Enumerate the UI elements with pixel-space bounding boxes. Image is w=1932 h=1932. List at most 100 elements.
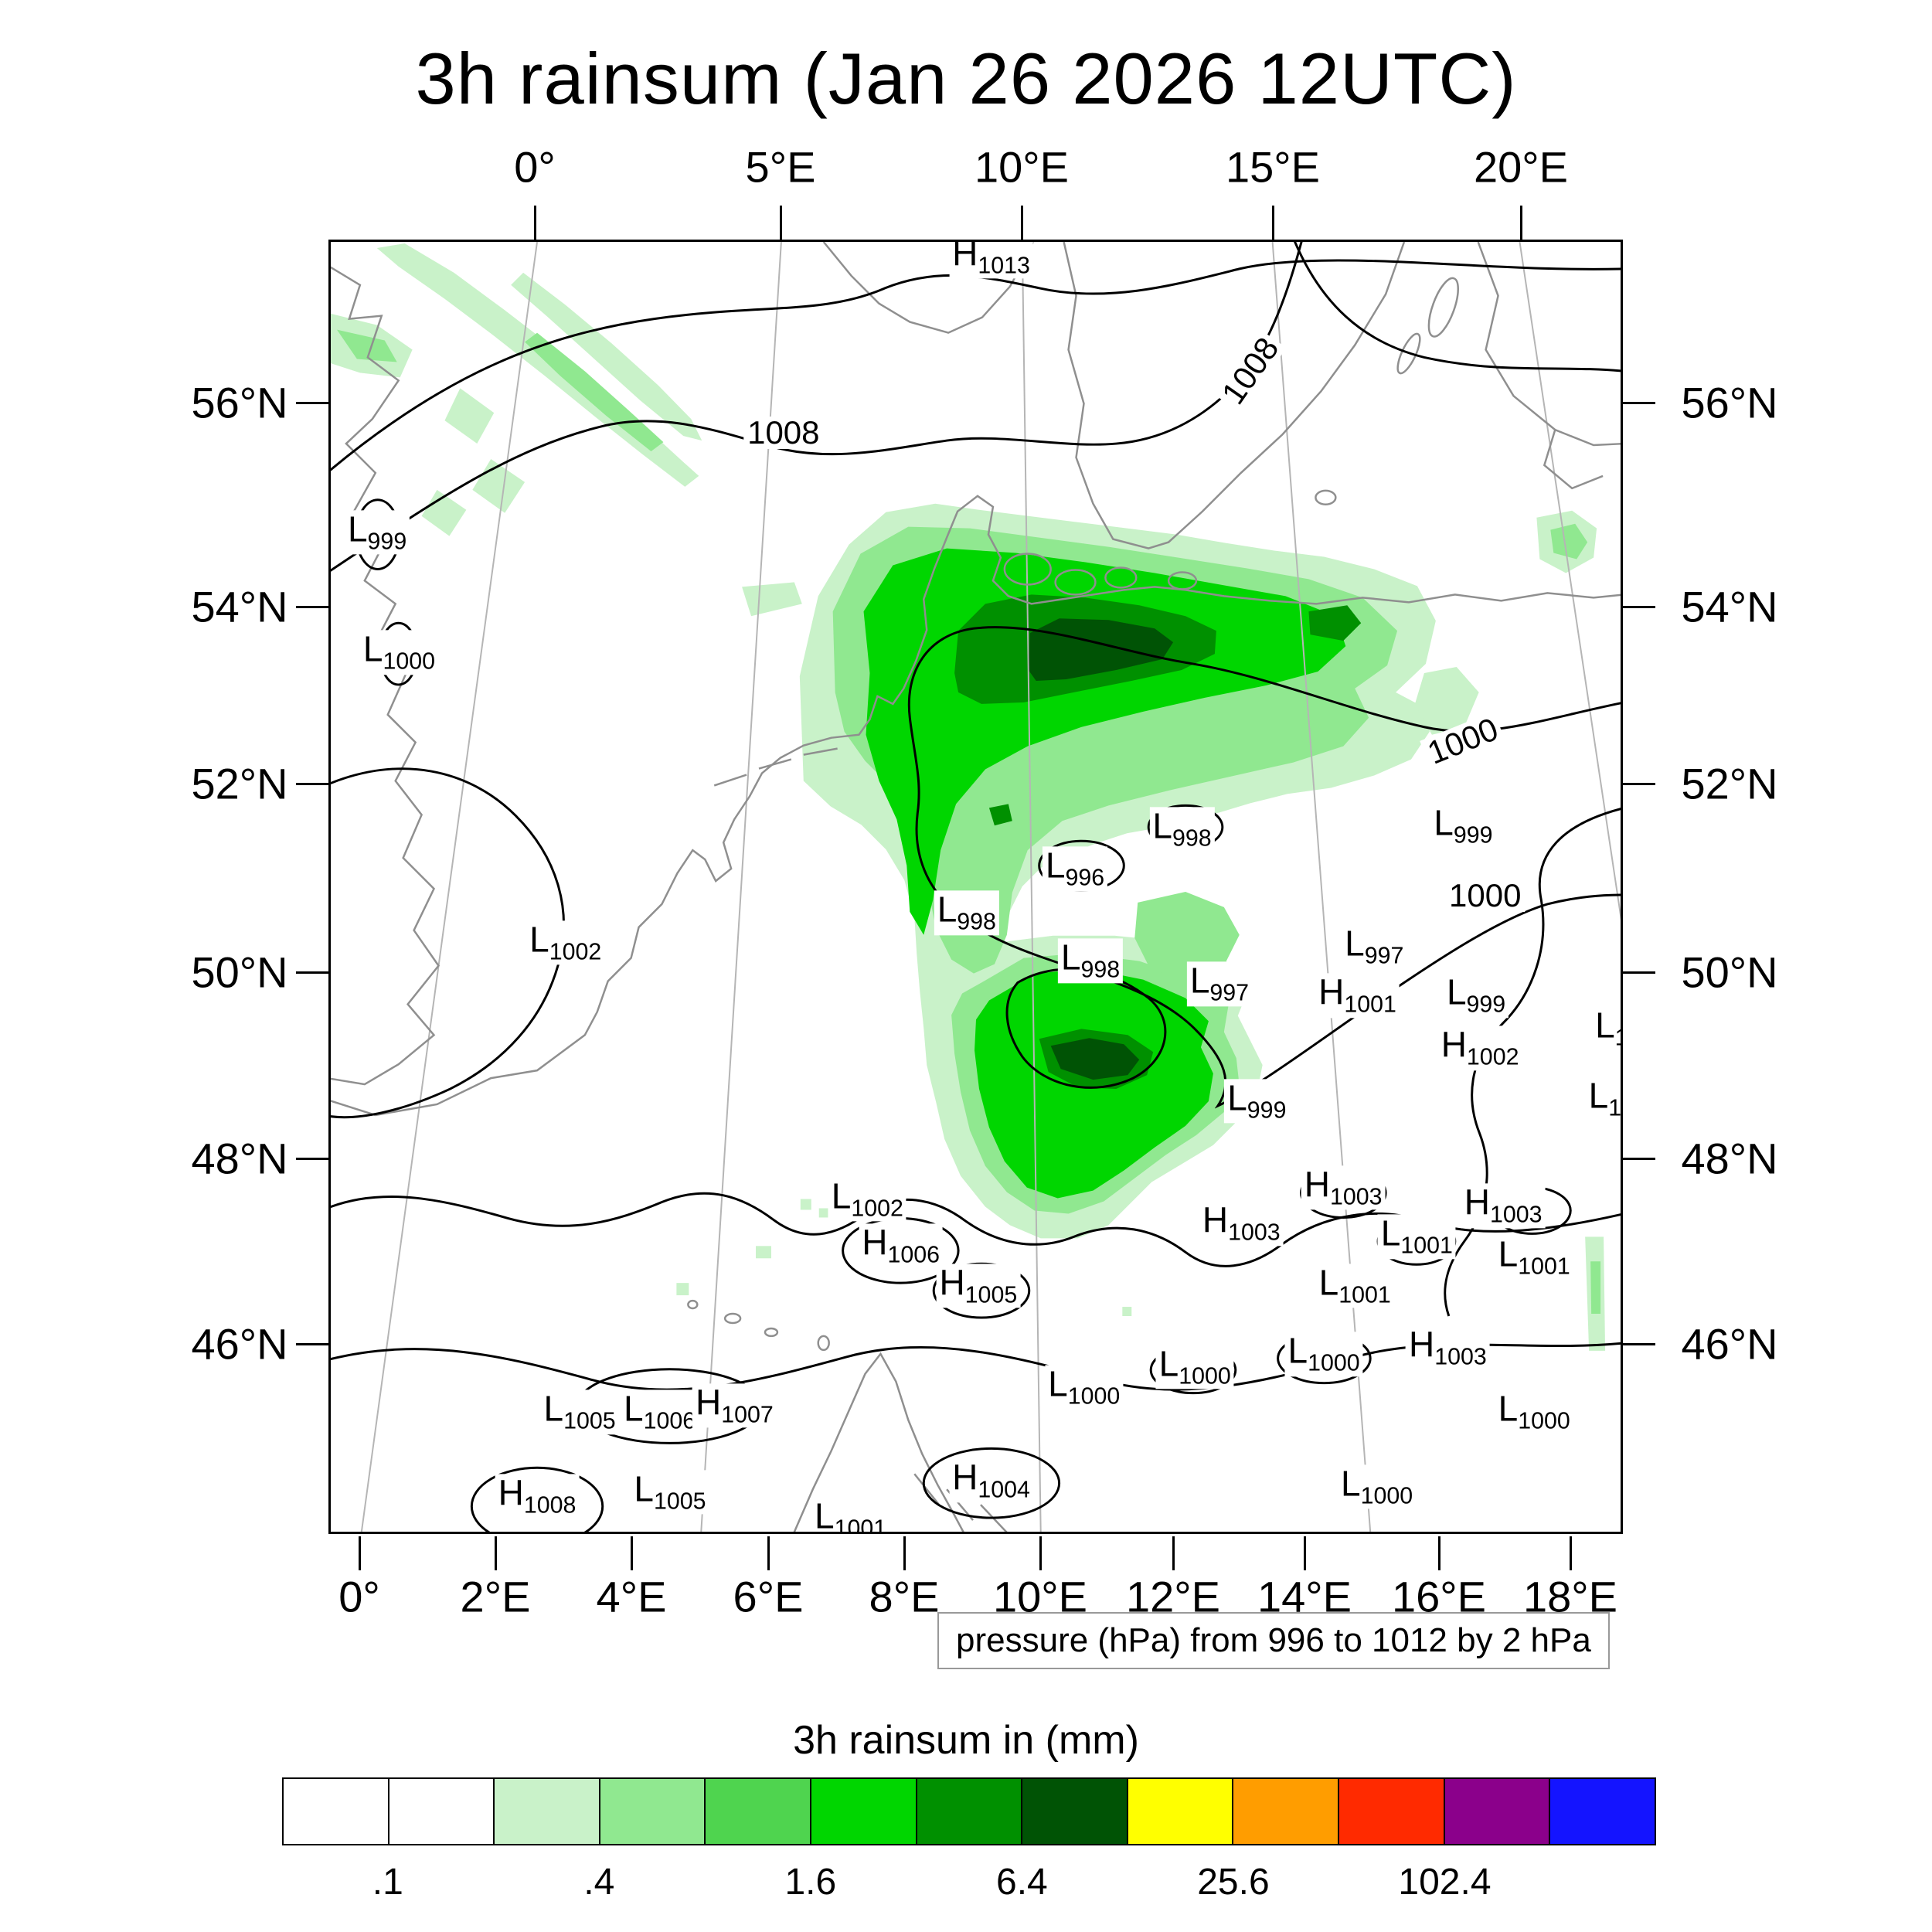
axis-label-left: 46°N <box>191 1319 288 1369</box>
colorbar-segment <box>915 1779 1022 1844</box>
pressure-center-label: L10 <box>1585 1076 1621 1121</box>
axis-label-bottom: 4°E <box>596 1572 667 1621</box>
axis-label-right: 56°N <box>1681 378 1778 427</box>
axis-label-bottom: 8°E <box>869 1572 940 1621</box>
pressure-center-label: H1013 <box>949 242 1033 279</box>
axis-tick-right <box>1623 1343 1655 1345</box>
rain-darkest-north <box>1028 618 1174 681</box>
axis-tick-right <box>1623 402 1655 404</box>
lake-alpine-2 <box>687 1299 699 1310</box>
axis-label-right: 50°N <box>1681 947 1778 997</box>
pressure-center-label: L1002 <box>526 920 605 965</box>
axis-label-right: 52°N <box>1681 759 1778 808</box>
graticule <box>360 242 1621 1532</box>
axis-label-left: 52°N <box>191 759 288 808</box>
island-zealand <box>1054 569 1097 596</box>
axis-tick-bottom <box>767 1536 770 1570</box>
axis-tick-left <box>296 1343 328 1345</box>
colorbar-segment <box>704 1779 811 1844</box>
contour-line-label: 1008 <box>743 417 824 449</box>
colorbar-tick-label: .1 <box>372 1862 403 1903</box>
axis-tick-bottom <box>1039 1536 1042 1570</box>
pressure-center-label: L997 <box>1342 923 1407 969</box>
lake-constance <box>723 1312 742 1325</box>
pressure-center-label: L1000 <box>1284 1332 1363 1376</box>
axis-label-right: 48°N <box>1681 1134 1778 1183</box>
rain-darkest-south <box>1050 1038 1140 1080</box>
rain-area-ne-spur <box>1414 667 1479 735</box>
colorbar-segment <box>1549 1779 1655 1844</box>
axis-tick-left <box>296 971 328 974</box>
pressure-center-label: L1006 <box>621 1389 699 1435</box>
pressure-center-label: L998 <box>1057 938 1124 983</box>
colorbar-tick-label: 102.4 <box>1398 1862 1492 1903</box>
rain-bit-3 <box>800 1199 811 1210</box>
pressure-center-label: L1 <box>1592 1006 1621 1052</box>
colorbar-segment <box>1021 1779 1127 1844</box>
rain-bit-2 <box>756 1246 771 1259</box>
rain-shading-darkest <box>1028 618 1174 1080</box>
rain-medium-br-streak <box>1590 1261 1601 1315</box>
colorbar-tick-label: 1.6 <box>784 1862 837 1903</box>
rain-patch-coast <box>742 582 802 617</box>
axis-tick-bottom <box>1304 1536 1306 1570</box>
rain-medium-right-blob <box>1550 523 1588 560</box>
axis-tick-left <box>296 402 328 404</box>
axis-label-top: 20°E <box>1473 142 1569 192</box>
colorbar-segment <box>1232 1779 1338 1844</box>
pressure-caption: pressure (hPa) from 996 to 1012 by 2 hPa <box>937 1612 1610 1669</box>
meridian-20e <box>1519 242 1621 920</box>
pressure-center-label: L1000 <box>1495 1389 1573 1435</box>
coastline-northsea <box>331 495 1621 1117</box>
pressure-center-label: L998 <box>934 890 999 936</box>
pressure-labels-layer: H1013 L999 L1000 L998 L996 L999 L998 L1002 L998 L… <box>331 242 1621 1532</box>
pressure-center-label: H1003 <box>1199 1201 1284 1247</box>
axis-label-left: 50°N <box>191 947 288 997</box>
axis-label-top: 5°E <box>745 142 816 192</box>
axis-tick-bottom <box>495 1536 497 1570</box>
axis-tick-right <box>1623 971 1655 974</box>
map-canvas <box>331 242 1621 1532</box>
colorbar-segment <box>1338 1779 1444 1844</box>
contour-line-label: 1000 <box>1445 879 1526 913</box>
pressure-center-label: L1000 <box>1045 1365 1124 1410</box>
lake-alpine-1 <box>764 1327 779 1338</box>
pressure-center-label: L999 <box>344 510 410 555</box>
axis-tick-right <box>1623 783 1655 785</box>
axis-tick-left <box>296 1158 328 1160</box>
colorbar-segment <box>387 1779 494 1844</box>
rain-patch-nw-a <box>444 388 495 444</box>
pressure-center-label: H1005 <box>936 1263 1021 1308</box>
contour-cell-h1004 <box>922 1447 1061 1519</box>
pressure-center-label: L999 <box>1224 1079 1290 1124</box>
pressure-center-label: H1003 <box>1405 1325 1490 1370</box>
pressure-center-label: L999 <box>1443 973 1509 1018</box>
pressure-center-label: H1003 <box>1461 1183 1546 1228</box>
pressure-center-label: H1001 <box>1315 973 1400 1018</box>
axis-tick-bottom <box>1438 1536 1440 1570</box>
coastline-sweden <box>1063 242 1406 549</box>
axis-label-top: 10°E <box>974 142 1070 192</box>
axis-label-left: 54°N <box>191 582 288 631</box>
pressure-center-label: H1004 <box>949 1458 1033 1503</box>
chart-title: 3h rainsum (Jan 26 2026 12UTC) <box>415 38 1517 119</box>
coastline-adriatic <box>793 1352 1008 1532</box>
axis-label-bottom: 0° <box>338 1572 380 1621</box>
axis-tick-right <box>1623 606 1655 608</box>
pressure-center-label: H1007 <box>692 1383 777 1428</box>
meridian-15e <box>1271 242 1372 1532</box>
axis-tick-right <box>1623 1158 1655 1160</box>
axis-tick-top <box>1272 206 1274 240</box>
pressure-center-label: L1000 <box>1337 1464 1417 1509</box>
pressure-center-label: L1005 <box>631 1469 709 1515</box>
rain-medium-mid <box>1134 891 1240 981</box>
coastline-baltic-east <box>1477 242 1621 490</box>
axis-label-right: 54°N <box>1681 582 1778 631</box>
pressure-center-label: H1006 <box>859 1223 944 1268</box>
axis-tick-top <box>534 206 536 240</box>
pressure-center-label: H1002 <box>1437 1026 1522 1071</box>
pressure-center-label: L997 <box>1186 961 1253 1006</box>
axis-label-top: 0° <box>514 142 556 192</box>
meridian-10e <box>1021 242 1042 1532</box>
